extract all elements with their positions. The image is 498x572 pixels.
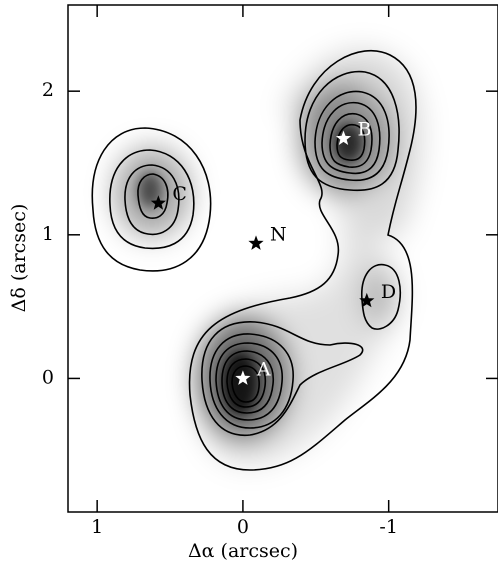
y-axis-label: Δδ (arcsec) — [8, 204, 30, 313]
x-tick-label: -1 — [379, 516, 398, 538]
star-marker — [150, 195, 166, 210]
x-tick-label: 0 — [237, 516, 249, 538]
point-label: B — [357, 119, 371, 141]
point-label: A — [256, 358, 271, 380]
point-label: D — [381, 281, 396, 303]
star-marker — [235, 370, 251, 385]
y-tick-label: 0 — [42, 366, 54, 388]
y-tick-label: 1 — [42, 223, 54, 245]
x-tick-label: 1 — [91, 516, 103, 538]
point-label: C — [172, 183, 187, 205]
x-axis-label: Δα (arcsec) — [188, 540, 298, 562]
y-tick-label: 2 — [42, 79, 54, 101]
intensity-map — [91, 49, 422, 471]
plot-frame — [67, 4, 498, 513]
star-marker — [359, 292, 375, 308]
star-marker — [335, 130, 352, 145]
point-label: N — [270, 223, 287, 245]
star-marker — [248, 235, 264, 250]
contours — [91, 50, 417, 471]
